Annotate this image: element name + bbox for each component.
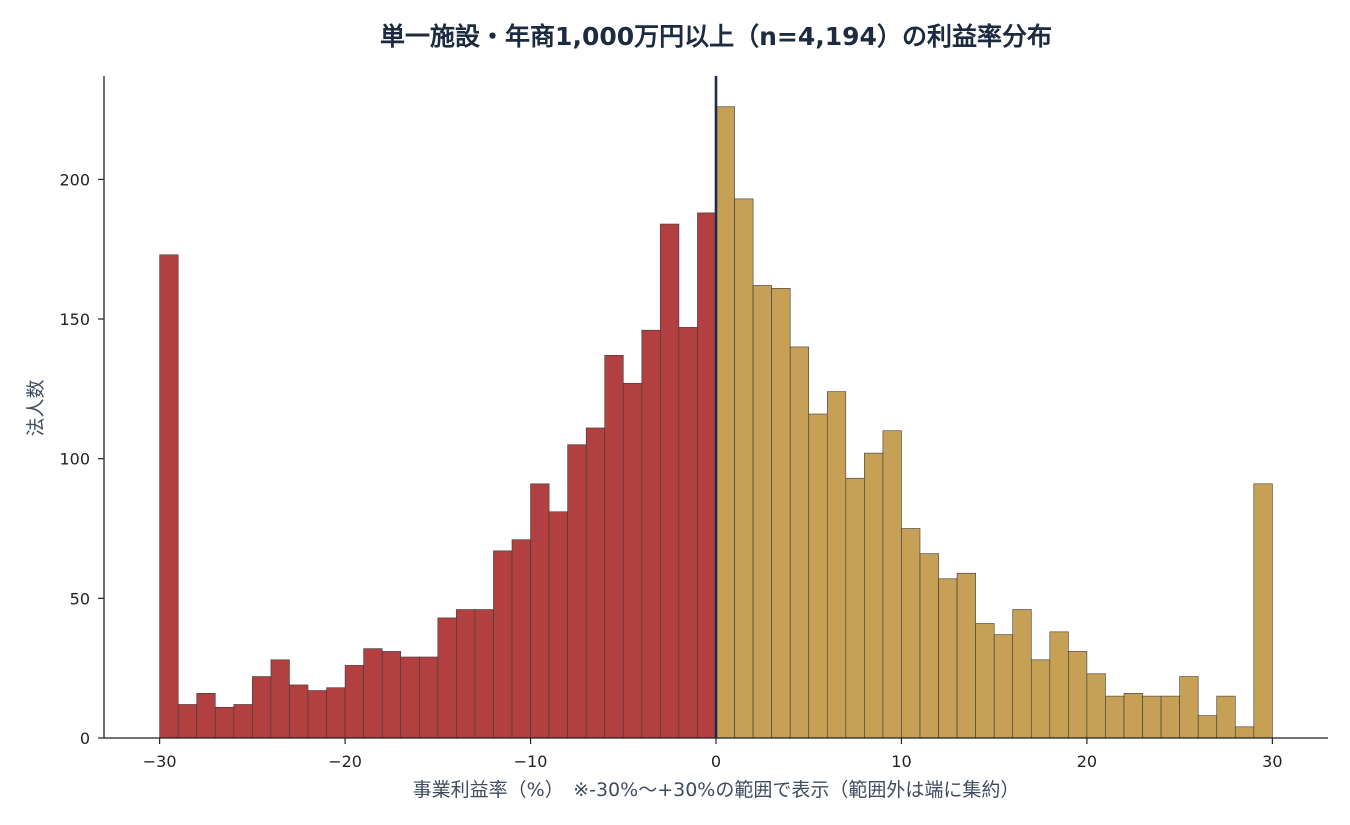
histogram-bar [622, 382, 643, 739]
y-tick-label: 50 [70, 589, 90, 608]
y-tick-label: 200 [59, 170, 90, 189]
histogram-bar [196, 693, 216, 739]
histogram-bar [901, 528, 921, 739]
x-tick-label: −20 [328, 752, 362, 771]
histogram-bar [456, 609, 476, 739]
histogram-bar [1142, 695, 1162, 739]
histogram-bar [826, 391, 847, 739]
x-axis-label: 事業利益率（%） ※-30%〜+30%の範囲で表示（範囲外は端に集約） [413, 779, 1020, 801]
axes-group [103, 76, 1328, 739]
y-tick-label: 150 [59, 310, 90, 329]
histogram-bar [567, 444, 587, 739]
histogram-bar [233, 704, 253, 739]
histogram-bar [734, 198, 754, 739]
histogram-bar [993, 634, 1014, 739]
histogram-bar [289, 684, 309, 739]
histogram-bar [697, 212, 717, 739]
histogram-bar [270, 659, 290, 739]
y-axis-label: 法人数 [25, 379, 47, 436]
histogram-bar [789, 346, 810, 739]
histogram-bar [1234, 726, 1255, 739]
histogram-bar [752, 285, 772, 739]
y-tick-label: 100 [59, 450, 90, 469]
histogram-bar [956, 572, 976, 739]
histogram-bar [474, 609, 494, 739]
x-tick-label: −30 [143, 752, 177, 771]
y-tick-label: 0 [80, 729, 90, 748]
histogram-bar [1049, 631, 1069, 739]
histogram-bar [344, 665, 364, 739]
histogram-bar [530, 483, 550, 739]
histogram-bar [159, 254, 179, 739]
histogram-bar [864, 452, 884, 739]
histogram-bar [400, 656, 420, 739]
histogram-bar [845, 477, 865, 739]
histogram-bar [808, 413, 828, 739]
histogram-bar [1068, 651, 1088, 739]
histogram-bar [938, 578, 958, 739]
histogram-bar [585, 427, 606, 739]
histogram-bar [326, 687, 346, 739]
histogram-bar [919, 553, 939, 739]
histogram-bar [715, 106, 735, 739]
histogram-bar [548, 511, 568, 739]
chart-title: 単一施設・年商1,000万円以上（n=4,194）の利益率分布 [380, 22, 1052, 51]
histogram-bar [418, 656, 439, 739]
histogram-bar [493, 550, 513, 739]
histogram-bar [381, 651, 402, 739]
histogram-bar [1160, 695, 1180, 739]
histogram-bar [1105, 695, 1125, 739]
histogram-bar [678, 327, 698, 739]
histogram-bar [641, 329, 661, 739]
histogram-bar [1179, 676, 1199, 739]
x-tick-label: 0 [711, 752, 721, 771]
histogram-bar [771, 287, 791, 739]
histogram-bar [252, 676, 272, 739]
histogram-bar [1086, 673, 1106, 739]
histogram-bar [437, 617, 457, 739]
histogram-bar [1197, 715, 1218, 739]
histogram-bar [975, 623, 995, 739]
histogram-bar [882, 430, 902, 739]
ticks-group: −30 −20 −10 0 10 20 30 0 50 100 150 200 [59, 170, 1282, 771]
x-tick-label: 10 [891, 752, 911, 771]
histogram-bar [1012, 609, 1032, 739]
histogram-bar [511, 539, 531, 739]
histogram-bar [1253, 483, 1273, 739]
histogram-bar [363, 648, 383, 739]
x-tick-label: 20 [1077, 752, 1097, 771]
histogram-bar [1030, 659, 1051, 739]
histogram-bar [307, 690, 327, 739]
x-tick-label: 30 [1262, 752, 1282, 771]
histogram-bar [1123, 693, 1143, 739]
histogram-bar [177, 704, 198, 739]
histogram-bar [214, 706, 235, 739]
histogram-bar [604, 355, 624, 739]
histogram-bar [660, 223, 680, 739]
x-tick-label: −10 [514, 752, 548, 771]
histogram-bar [1216, 695, 1236, 739]
